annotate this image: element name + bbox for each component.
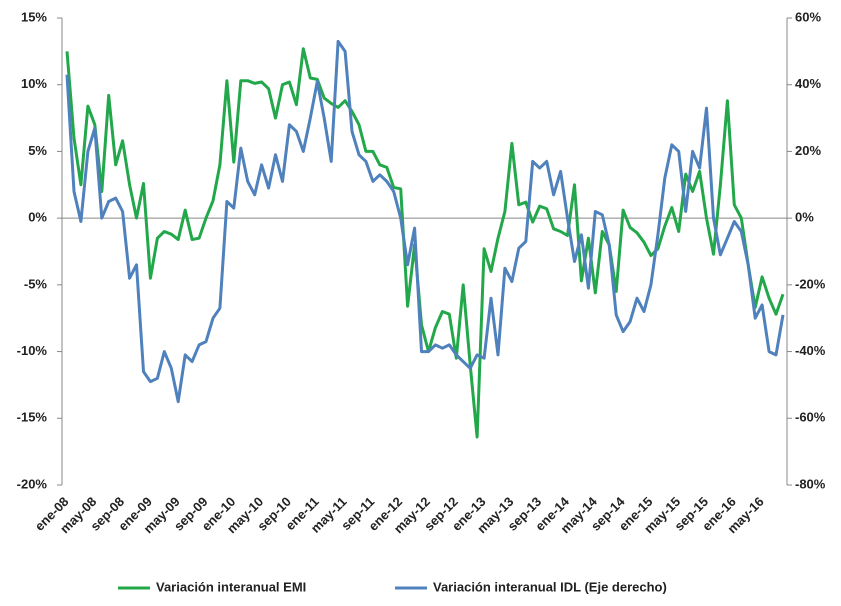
legend-label: Variación interanual IDL (Eje derecho) xyxy=(433,579,667,594)
y2-tick-label: -20% xyxy=(795,276,826,291)
y2-tick-label: 20% xyxy=(795,143,821,158)
y2-tick-label: 40% xyxy=(795,76,821,91)
y-tick-label: -10% xyxy=(17,343,48,358)
y-tick-label: 0% xyxy=(28,210,47,225)
series-line xyxy=(65,39,785,404)
y-tick-label: -20% xyxy=(17,476,48,491)
y-tick-label: -15% xyxy=(17,410,48,425)
y-tick-label: 5% xyxy=(28,143,47,158)
legend-label: Variación interanual EMI xyxy=(156,579,306,594)
y2-tick-label: 0% xyxy=(795,210,814,225)
y2-tick-label: 60% xyxy=(795,9,821,24)
y-tick-label: -5% xyxy=(24,276,48,291)
y-tick-label: 15% xyxy=(21,9,47,24)
series-line xyxy=(65,47,785,439)
y2-tick-label: -40% xyxy=(795,343,826,358)
y2-tick-label: -80% xyxy=(795,476,826,491)
y2-tick-label: -60% xyxy=(795,410,826,425)
y-tick-label: 10% xyxy=(21,76,47,91)
